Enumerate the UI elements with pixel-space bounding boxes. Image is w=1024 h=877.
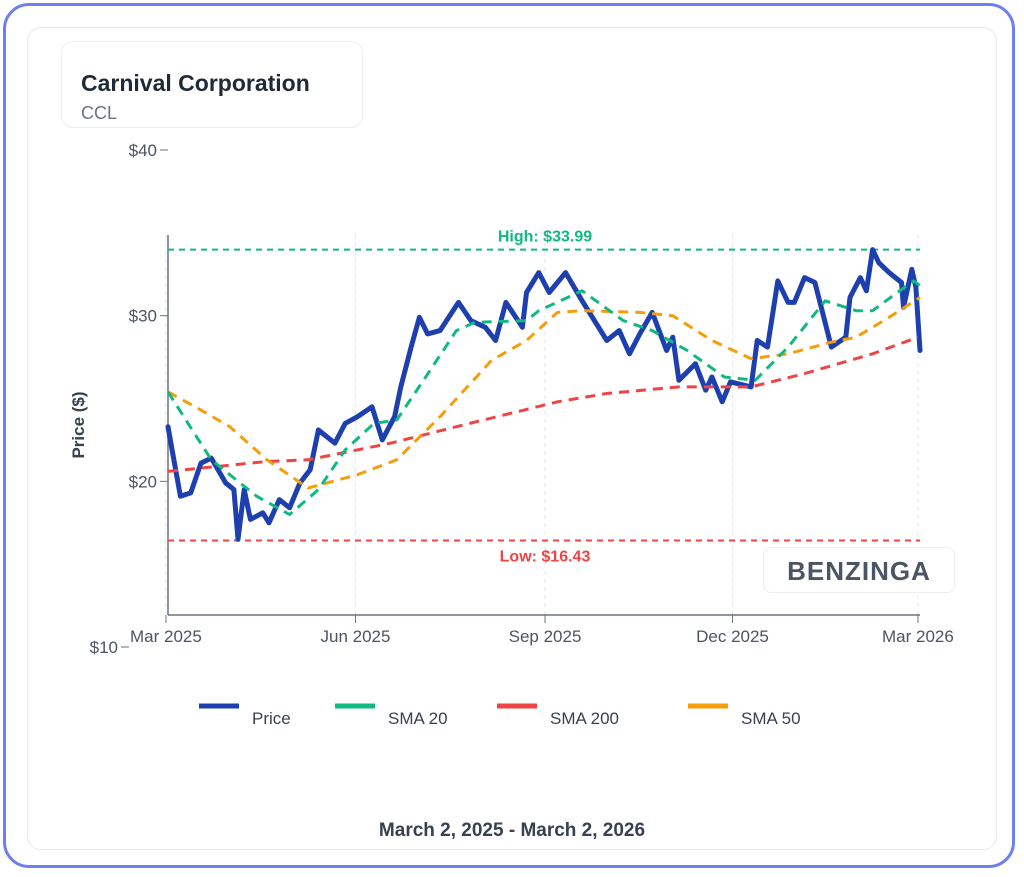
y-tick-label: $30 [129,307,157,326]
x-tick-label: Sep 2025 [509,627,582,646]
legend-label: Price [252,709,291,728]
low-label: Low: $16.43 [500,548,591,565]
legend-item-sma-20: SMA 20 [335,703,448,728]
y-axis-label: Price ($) [69,391,88,458]
ticker-symbol: CCL [81,103,118,123]
high-label: High: $33.99 [498,229,592,246]
x-tick-label: Mar 2025 [130,627,202,646]
date-range: March 2, 2025 - March 2, 2026 [378,820,646,841]
y-tick-label: $10 [90,638,118,657]
legend-label: SMA 20 [388,709,448,728]
company-name: Carnival Corporation [81,70,310,96]
benzinga-logo: BENZINGA [763,547,955,593]
legend-item-price: Price [199,703,291,728]
y-tick-label: $20 [129,472,157,491]
series-sma-200-line [167,335,919,473]
x-tick-label: Dec 2025 [696,627,769,646]
outer-frame [3,3,1015,868]
title-card [61,41,363,128]
series-sma-50-line [167,296,921,490]
legend-item-sma-200: SMA 200 [497,703,619,728]
series-sma-20-line [166,279,921,516]
y-tick-label: $40 [129,141,157,160]
legend-label: SMA 200 [550,709,619,728]
chart-card [27,27,997,850]
legend-label: SMA 50 [741,709,801,728]
x-tick-label: Mar 2026 [882,627,954,646]
x-tick-label: Jun 2025 [321,627,391,646]
legend-item-sma-50: SMA 50 [688,703,801,728]
series-price-line [165,247,923,542]
